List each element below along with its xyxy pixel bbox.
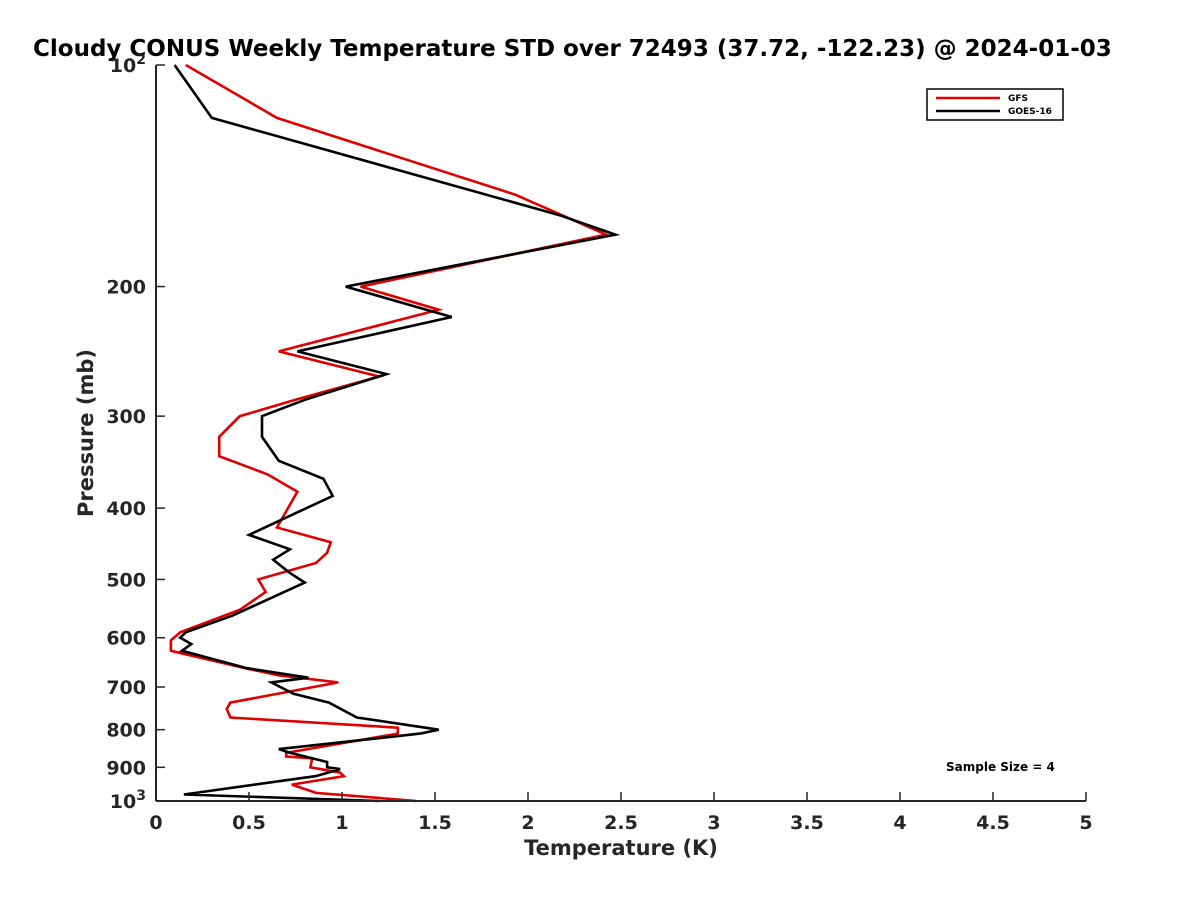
x-tick-label: 5 bbox=[1079, 812, 1092, 834]
x-tick-label: 1 bbox=[335, 812, 348, 834]
x-tick-label: 2 bbox=[521, 812, 534, 834]
sample-size-annotation: Sample Size = 4 bbox=[946, 760, 1055, 774]
legend-label-goes16: GOES-16 bbox=[1008, 107, 1052, 117]
y-tick-label: 102 bbox=[110, 52, 146, 77]
x-axis-label: Temperature (K) bbox=[524, 836, 718, 860]
legend: GFS GOES-16 bbox=[926, 88, 1064, 121]
x-tick-label: 0.5 bbox=[232, 812, 266, 834]
y-tick-label: 500 bbox=[106, 569, 146, 591]
y-tick-label: 300 bbox=[106, 406, 146, 428]
y-tick-label: 200 bbox=[106, 277, 146, 299]
x-tick-label: 0 bbox=[149, 812, 162, 834]
x-tick-label: 2.5 bbox=[604, 812, 638, 834]
y-tick-label: 103 bbox=[110, 788, 146, 813]
x-tick-label: 3.5 bbox=[790, 812, 824, 834]
x-axis-ticks: 0 0.5 1 1.5 2 2.5 3 3.5 4 4.5 5 bbox=[149, 792, 1093, 834]
legend-box bbox=[926, 88, 1064, 121]
y-tick-label: 700 bbox=[106, 677, 146, 699]
series-line-gfs bbox=[169, 63, 611, 803]
x-tick-label: 1.5 bbox=[418, 812, 452, 834]
chart-title: Cloudy CONUS Weekly Temperature STD over… bbox=[33, 36, 1112, 62]
legend-label-gfs: GFS bbox=[1008, 94, 1028, 104]
y-tick-label: 600 bbox=[106, 628, 146, 650]
y-tick-label: 400 bbox=[106, 498, 146, 520]
x-tick-label: 4.5 bbox=[976, 812, 1010, 834]
y-axis-ticks: 102 200 300 400 500 600 700 800 900 103 bbox=[106, 52, 165, 813]
y-tick-label: 800 bbox=[106, 720, 146, 742]
y-tick-label: 900 bbox=[106, 757, 146, 779]
y-axis-label: Pressure (mb) bbox=[74, 349, 98, 517]
x-tick-label: 4 bbox=[893, 812, 906, 834]
x-tick-label: 3 bbox=[707, 812, 720, 834]
series-line-goes16 bbox=[173, 64, 621, 803]
series-layer bbox=[169, 63, 621, 803]
